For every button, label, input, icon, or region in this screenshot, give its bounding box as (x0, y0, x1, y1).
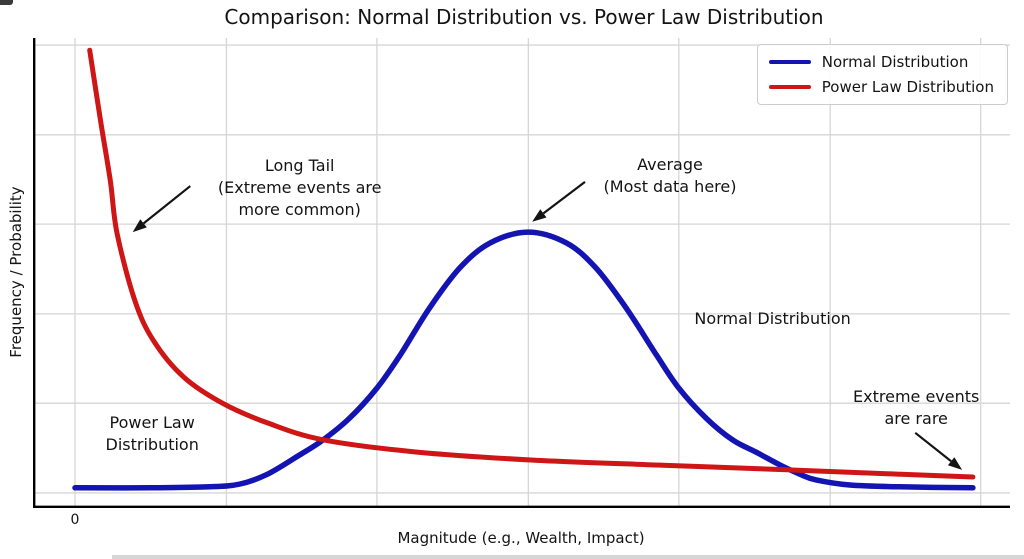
annotation-extreme: Extreme events are rare (853, 386, 979, 430)
legend: Normal Distribution Power Law Distributi… (756, 44, 1008, 105)
legend-item-normal: Normal Distribution (768, 53, 994, 71)
plot-area: Long Tail (Extreme events are more commo… (33, 38, 1010, 508)
bottom-edge-artifact (112, 555, 1024, 559)
y-axis-label: Frequency / Probability (7, 186, 25, 358)
corner-artifact (0, 0, 13, 5)
annotation-line: (Extreme events are (217, 177, 382, 197)
legend-label-normal: Normal Distribution (821, 53, 969, 71)
annotation-power-law-label: Power Law Distribution (106, 412, 199, 456)
annotation-line: Long Tail (264, 155, 335, 175)
annotation-line: more common) (238, 199, 361, 219)
annotation-line: Distribution (105, 435, 199, 455)
legend-line-sample-power-law (768, 85, 811, 89)
annotation-line: are rare (884, 408, 948, 428)
annotation-line: Normal Distribution (694, 309, 851, 329)
legend-label-power-law: Power Law Distribution (821, 78, 994, 96)
annotation-normal-label: Normal Distribution (694, 308, 850, 330)
annotation-line: (Most data here) (603, 177, 737, 197)
annotation-line: Average (637, 155, 703, 175)
annotation-line: Power Law (109, 413, 195, 433)
annotation-line: Extreme events (853, 386, 980, 406)
x-axis-label: Magnitude (e.g., Wealth, Impact) (397, 529, 645, 547)
legend-line-sample-normal (768, 60, 811, 64)
annotation-long-tail: Long Tail (Extreme events are more commo… (218, 155, 382, 221)
chart-title: Comparison: Normal Distribution vs. Powe… (224, 5, 824, 29)
x-tick-0: 0 (70, 512, 80, 528)
legend-item-power-law: Power Law Distribution (768, 78, 994, 96)
annotation-average: Average (Most data here) (604, 154, 737, 198)
